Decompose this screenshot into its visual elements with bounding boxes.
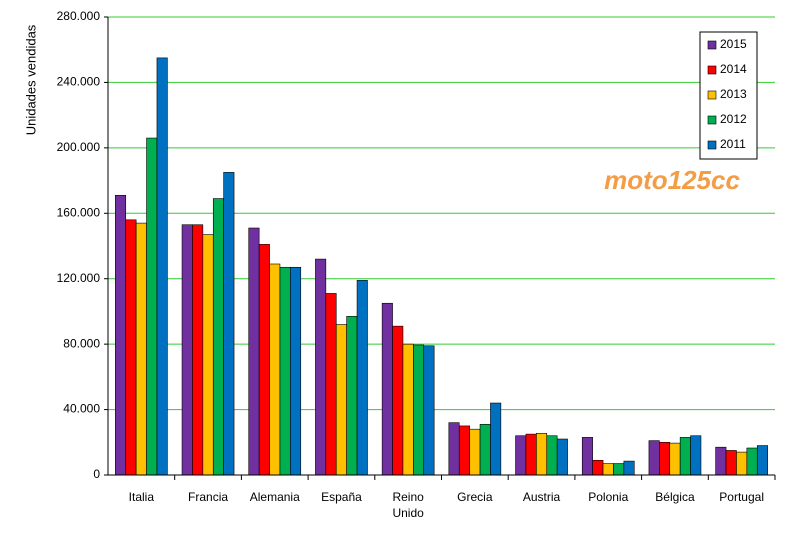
- bar: [515, 435, 527, 476]
- x-tick-label: Bélgica: [655, 490, 695, 504]
- x-tick-label: Reino Unido: [392, 490, 424, 520]
- y-axis-title: Unidades vendidas: [23, 24, 38, 135]
- y-tick-label: 200.000: [57, 140, 101, 154]
- bar: [135, 222, 147, 476]
- bar: [592, 459, 604, 476]
- x-tick-label: Polonia: [588, 490, 628, 504]
- label-line: Reino: [392, 490, 424, 504]
- bar: [546, 435, 558, 476]
- bar: [413, 344, 425, 476]
- bar: [536, 432, 548, 476]
- y-tick-label: 120.000: [57, 271, 101, 285]
- bar: [125, 219, 137, 476]
- bar: [458, 425, 470, 476]
- watermark: moto125cc: [604, 165, 740, 195]
- legend-label: 2012: [720, 112, 747, 126]
- legend-label: 2015: [720, 37, 747, 51]
- bar: [469, 428, 481, 476]
- legend-swatch: [707, 40, 717, 50]
- bar: [248, 227, 260, 476]
- legend-swatch: [707, 90, 717, 100]
- legend-swatch: [707, 140, 717, 150]
- legend-swatch: [707, 65, 717, 75]
- x-tick-label: Portugal: [719, 490, 764, 504]
- bar: [602, 463, 614, 476]
- bar: [669, 442, 681, 476]
- y-tick-label: 280.000: [57, 9, 101, 23]
- bar: [192, 224, 204, 476]
- bar: [381, 302, 393, 476]
- bar: [290, 266, 302, 476]
- x-tick-label: Italia: [129, 490, 155, 504]
- bar: [346, 316, 358, 476]
- bar: [223, 172, 235, 476]
- y-tick-label: 240.000: [57, 75, 101, 89]
- bar: [581, 437, 593, 476]
- bar: [258, 244, 270, 476]
- x-tick-label: Francia: [188, 490, 228, 504]
- bar: [746, 447, 758, 476]
- label-line: Unido: [392, 506, 424, 520]
- bar: [146, 137, 158, 476]
- legend: 2015 2014 2013 2012 2011: [699, 31, 758, 160]
- bar: [423, 345, 435, 476]
- bar: [648, 440, 660, 476]
- x-tick-label: Austria: [523, 490, 561, 504]
- bar: [690, 435, 702, 476]
- bar: [679, 437, 691, 476]
- bar: [269, 263, 281, 476]
- bar: [115, 194, 127, 476]
- bar: [613, 463, 625, 476]
- x-tick-label: Alemania: [250, 490, 300, 504]
- bar: [156, 57, 168, 476]
- bar: [623, 460, 635, 476]
- bar: [479, 423, 491, 476]
- bar: [715, 446, 727, 476]
- bar: [490, 402, 502, 476]
- legend-label: 2013: [720, 87, 747, 101]
- bar: [212, 198, 224, 476]
- legend-label: 2011: [720, 137, 746, 151]
- bar: [181, 224, 193, 476]
- bar: [335, 324, 347, 476]
- x-tick-label: Grecia: [457, 490, 493, 504]
- bar: [556, 438, 568, 476]
- y-tick-label: 40.000: [63, 402, 100, 416]
- bar: [315, 258, 327, 476]
- legend-label: 2014: [720, 62, 747, 76]
- bar: [736, 451, 748, 476]
- bar: [525, 433, 537, 476]
- bar: [659, 441, 671, 476]
- y-tick-label: 160.000: [57, 205, 101, 219]
- bar: [448, 422, 460, 476]
- bar: [202, 234, 214, 476]
- y-tick-label: 80.000: [63, 336, 100, 350]
- bar: [725, 450, 737, 476]
- y-tick-label: 0: [93, 467, 100, 481]
- legend-swatch: [707, 115, 717, 125]
- bar: [402, 343, 414, 476]
- bar: [325, 293, 337, 476]
- bar: [392, 325, 404, 476]
- bar: [756, 445, 768, 476]
- x-tick-label: España: [321, 490, 362, 504]
- bar: [279, 266, 291, 476]
- bar: [356, 280, 368, 476]
